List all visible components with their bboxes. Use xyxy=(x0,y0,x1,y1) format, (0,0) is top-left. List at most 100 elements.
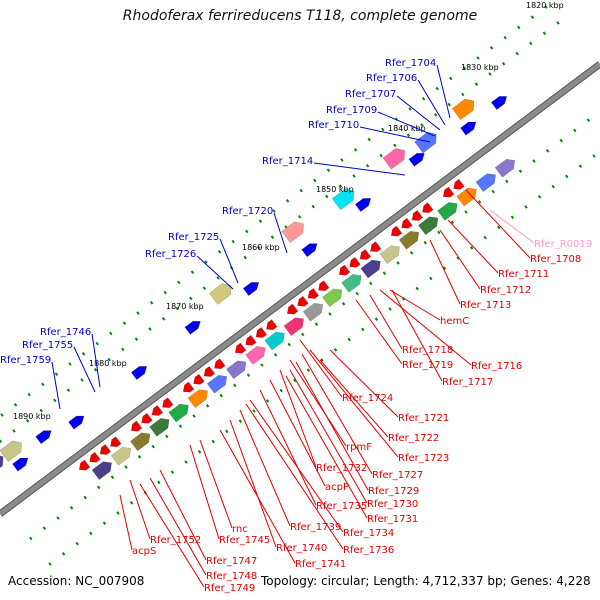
track-tick xyxy=(515,51,519,56)
gene-arrow-plus-shape xyxy=(301,243,318,258)
gene-arrow-plus-shape xyxy=(12,457,29,472)
gene-block-minus-shape xyxy=(283,317,304,336)
upper-gene-label: Rfer_1746 xyxy=(40,327,91,338)
gene-arrow-minus xyxy=(359,249,372,260)
gene-arrow-plus xyxy=(408,152,425,167)
scale-label: 1830 kbp xyxy=(461,63,499,72)
gene-block-minus xyxy=(130,432,151,452)
track-tick xyxy=(293,378,297,383)
track-tick xyxy=(189,296,193,301)
gene-block-minus-shape xyxy=(264,331,285,351)
lower-gene-leader xyxy=(249,399,344,533)
gene-arrow-minus-shape xyxy=(141,412,153,424)
upper-gene-leader xyxy=(436,64,451,119)
lower-gene-label: Rfer_1731 xyxy=(367,514,418,525)
lower-gene-leader xyxy=(447,219,499,274)
lower-gene-leader xyxy=(269,379,326,487)
gene-block-minus-shape xyxy=(456,187,477,207)
track-tick xyxy=(75,541,79,546)
lower-gene-label: Rfer_1723 xyxy=(398,453,449,464)
lower-gene-leader xyxy=(219,429,296,564)
gene-block-minus xyxy=(302,302,324,322)
track-tick xyxy=(483,235,487,240)
lower-gene-label: Rfer_1712 xyxy=(480,285,531,296)
gene-block-plus xyxy=(331,188,355,211)
track-tick xyxy=(556,21,560,25)
track-tick xyxy=(285,199,290,203)
gene-arrow-minus xyxy=(141,412,153,424)
track-tick xyxy=(107,357,111,362)
track-tick xyxy=(42,526,47,531)
track-tick xyxy=(313,178,317,183)
track-tick xyxy=(157,480,161,485)
track-tick xyxy=(542,31,547,36)
gene-block-minus-shape xyxy=(398,230,420,250)
upper-gene-leader xyxy=(417,79,446,126)
track-tick xyxy=(54,372,59,377)
gene-block-minus-shape xyxy=(245,346,266,365)
gene-block-minus xyxy=(110,446,132,466)
gene-block-minus-shape xyxy=(110,446,132,466)
track-tick xyxy=(56,516,60,520)
track-tick xyxy=(510,215,515,220)
gene-arrow-plus xyxy=(35,430,52,445)
gene-arrow-minus xyxy=(89,451,101,463)
track-tick xyxy=(501,61,506,66)
gene-arrow-minus-shape xyxy=(297,295,309,307)
track-tick xyxy=(29,536,33,541)
track-tick xyxy=(409,251,414,255)
gene-arrow-minus xyxy=(203,366,216,377)
lower-gene-label: Rfer_1748 xyxy=(206,571,257,582)
track-tick xyxy=(61,551,66,556)
track-tick xyxy=(306,368,311,373)
gene-arrow-minus xyxy=(453,178,465,190)
gene-block-plus xyxy=(0,440,22,462)
track-tick xyxy=(80,378,84,382)
upper-gene-label: Rfer_1725 xyxy=(168,232,219,243)
lower-gene-label: Rfer_1741 xyxy=(295,559,346,570)
track-tick xyxy=(97,485,101,490)
track-tick xyxy=(406,133,411,137)
gene-block-minus xyxy=(456,187,477,207)
track-tick xyxy=(464,210,468,214)
track-tick xyxy=(374,317,379,322)
gene-arrow-plus-shape xyxy=(460,121,477,136)
track-tick xyxy=(279,388,283,393)
track-tick xyxy=(109,331,113,336)
upper-gene-leader xyxy=(91,333,101,388)
track-tick xyxy=(382,271,387,276)
track-tick xyxy=(25,418,30,423)
gene-arrow-plus-shape xyxy=(68,415,85,430)
upper-gene-leader xyxy=(73,346,96,393)
upper-gene-leader xyxy=(196,255,234,290)
lower-gene-leader xyxy=(389,289,441,321)
track-tick xyxy=(12,429,16,433)
track-tick xyxy=(110,475,115,480)
track-tick xyxy=(355,291,359,296)
scale-label: 1880 kbp xyxy=(89,359,127,368)
gene-arrow-minus-shape xyxy=(203,366,216,377)
track-tick xyxy=(95,341,99,346)
track-tick xyxy=(177,280,181,285)
upper-gene-leader xyxy=(396,95,441,131)
track-tick xyxy=(149,300,154,305)
track-tick xyxy=(529,41,533,46)
topology-text: Topology: circular; Length: 4,712,337 bp… xyxy=(261,574,591,588)
track-tick xyxy=(530,15,535,20)
track-tick xyxy=(69,505,74,510)
gene-block-minus-shape xyxy=(494,158,516,178)
track-tick xyxy=(205,403,210,408)
accession-text: Accession: NC_007908 xyxy=(8,574,145,588)
gene-arrow-minus-shape xyxy=(338,264,351,276)
track-tick xyxy=(505,179,509,184)
gene-block-plus xyxy=(0,454,4,476)
gene-block-minus xyxy=(283,317,304,336)
lower-gene-label: Rfer_1734 xyxy=(343,528,394,539)
track-tick xyxy=(340,158,344,162)
track-tick xyxy=(314,322,319,327)
track-tick xyxy=(137,454,142,459)
gene-block-minus xyxy=(264,331,285,351)
gene-arrow-plus-shape xyxy=(130,366,148,380)
